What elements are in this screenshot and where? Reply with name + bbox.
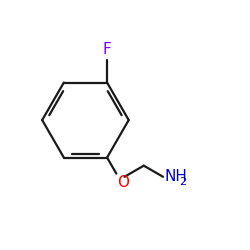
- Text: O: O: [118, 175, 130, 190]
- Text: F: F: [103, 42, 112, 57]
- Text: 2: 2: [180, 177, 187, 187]
- Text: NH: NH: [164, 169, 187, 184]
